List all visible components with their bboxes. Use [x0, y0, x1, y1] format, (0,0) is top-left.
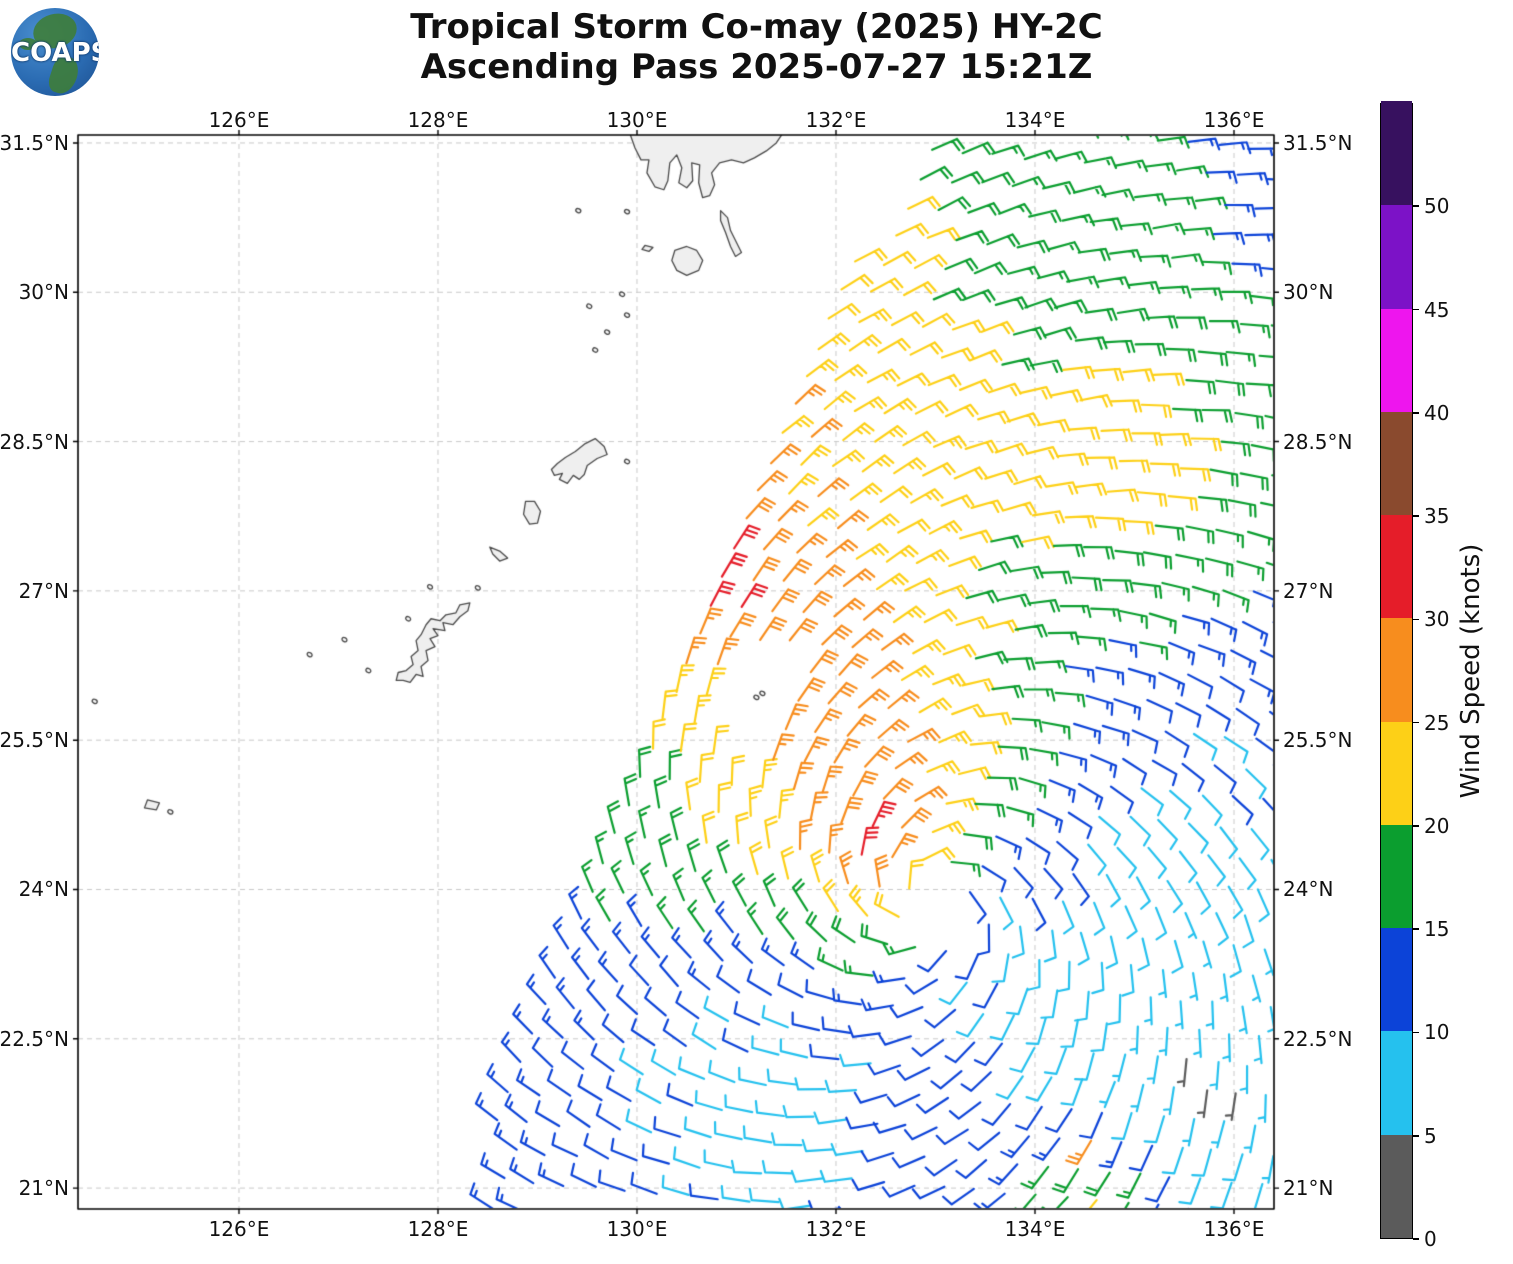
colorbar-tick-label: 50 [1424, 194, 1450, 219]
lat-tick-label-right: 27°N [1283, 578, 1334, 603]
colorbar-label: Wind Speed (knots) [1456, 543, 1486, 799]
lon-tick-label-bottom: 132°E [805, 1217, 867, 1241]
colorbar-tick [1413, 308, 1419, 311]
lon-tick-label-bottom: 134°E [1004, 1217, 1066, 1241]
colorbar-tick-label: 10 [1424, 1020, 1450, 1045]
colorbar-segment-0-5 [1381, 1134, 1412, 1238]
lat-tick-label-right: 25.5°N [1283, 728, 1353, 753]
chart-title: Tropical Storm Co-may (2025) HY-2C [410, 7, 1103, 47]
colorbar-tick [1413, 1134, 1419, 1137]
colorbar-segment-40-45 [1381, 307, 1412, 412]
lat-tick-label-left: 21°N [18, 1176, 69, 1201]
lon-tick-label-bottom: 128°E [407, 1217, 469, 1241]
lat-tick-label-right: 31.5°N [1283, 130, 1353, 155]
lon-tick-label-top: 128°E [407, 108, 469, 132]
colorbar-tick-label: 15 [1424, 917, 1450, 942]
lat-tick-label-left: 28.5°N [0, 429, 69, 454]
colorbar [1380, 101, 1413, 1239]
lat-tick-label-left: 27°N [18, 578, 69, 603]
chart-subtitle: Ascending Pass 2025-07-27 15:21Z [420, 47, 1093, 87]
colorbar-tick [1413, 205, 1419, 208]
colorbar-tick-label: 25 [1424, 710, 1450, 735]
lon-tick-label-top: 134°E [1004, 108, 1066, 132]
coaps-logo: COAPS [11, 8, 99, 96]
lat-tick-label-left: 24°N [18, 877, 69, 902]
colorbar-tick-label: 20 [1424, 813, 1450, 838]
lon-tick-label-bottom: 136°E [1203, 1217, 1265, 1241]
colorbar-segment-35-40 [1381, 411, 1412, 516]
colorbar-tick [1413, 515, 1419, 517]
colorbar-tick-label: 30 [1424, 607, 1450, 632]
colorbar-tick [1413, 825, 1419, 827]
colorbar-tick [1413, 1031, 1419, 1034]
lon-tick-label-bottom: 126°E [208, 1217, 270, 1241]
colorbar-tick [1413, 618, 1419, 621]
lat-tick-label-right: 28.5°N [1283, 429, 1353, 454]
lat-tick-label-left: 31.5°N [0, 130, 69, 155]
colorbar-segment-50-55 [1381, 101, 1412, 206]
lon-tick-label-top: 132°E [805, 108, 867, 132]
lat-tick-label-right: 21°N [1283, 1176, 1334, 1201]
lat-tick-label-right: 24°N [1283, 877, 1334, 902]
colorbar-segment-5-10 [1381, 1030, 1412, 1135]
colorbar-tick [1413, 1238, 1419, 1240]
colorbar-segment-30-35 [1381, 514, 1412, 619]
colorbar-segment-15-20 [1381, 824, 1412, 929]
colorbar-tick [1413, 412, 1419, 414]
lat-tick-label-left: 25.5°N [0, 728, 69, 753]
colorbar-segment-10-15 [1381, 927, 1412, 1032]
colorbar-segment-25-30 [1381, 617, 1412, 722]
colorbar-tick-label: 45 [1424, 297, 1450, 322]
lon-tick-label-top: 130°E [606, 108, 668, 132]
map-plot-area [78, 135, 1274, 1209]
lon-tick-label-bottom: 130°E [606, 1217, 668, 1241]
logo-text: COAPS [11, 38, 99, 68]
colorbar-tick-label: 40 [1424, 400, 1450, 425]
colorbar-tick-label: 0 [1424, 1227, 1437, 1251]
lat-tick-label-left: 30°N [18, 280, 69, 305]
lon-tick-label-top: 126°E [208, 108, 270, 132]
colorbar-tick-label: 35 [1424, 504, 1450, 529]
logo-continent-west [19, 38, 37, 50]
colorbar-tick [1413, 928, 1419, 930]
colorbar-segment-20-25 [1381, 721, 1412, 825]
lon-tick-label-top: 136°E [1203, 108, 1265, 132]
lat-tick-label-right: 22.5°N [1283, 1026, 1353, 1051]
colorbar-segment-45-50 [1381, 204, 1412, 309]
lat-tick-label-right: 30°N [1283, 280, 1334, 305]
colorbar-tick [1413, 721, 1419, 724]
lat-tick-label-left: 22.5°N [0, 1026, 69, 1051]
colorbar-tick-label: 5 [1424, 1123, 1437, 1148]
